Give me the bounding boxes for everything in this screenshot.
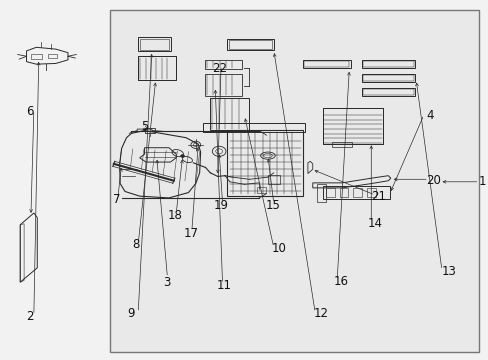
Text: 9: 9 bbox=[127, 307, 135, 320]
Text: 12: 12 bbox=[313, 307, 328, 320]
Bar bbox=[48, 54, 57, 58]
Circle shape bbox=[180, 154, 184, 157]
Bar bbox=[227, 130, 303, 196]
Text: 4: 4 bbox=[425, 109, 433, 122]
Bar bbox=[227, 39, 273, 50]
Bar bbox=[256, 187, 266, 193]
Bar bbox=[361, 88, 414, 96]
Text: 3: 3 bbox=[163, 276, 170, 289]
Bar bbox=[362, 89, 413, 95]
Text: 5: 5 bbox=[141, 120, 148, 133]
Bar bbox=[144, 128, 155, 134]
Bar bbox=[322, 186, 389, 199]
Text: 20: 20 bbox=[426, 174, 440, 187]
Bar bbox=[138, 56, 176, 80]
Bar bbox=[361, 74, 414, 82]
Text: 18: 18 bbox=[167, 209, 183, 222]
Bar bbox=[362, 75, 413, 81]
Bar bbox=[138, 37, 171, 51]
Text: 13: 13 bbox=[441, 265, 456, 278]
Bar bbox=[339, 188, 347, 197]
Bar bbox=[352, 188, 361, 197]
Bar bbox=[322, 108, 383, 144]
Bar bbox=[205, 60, 242, 69]
Text: 8: 8 bbox=[132, 238, 140, 251]
Text: 17: 17 bbox=[183, 226, 198, 239]
Text: 10: 10 bbox=[272, 242, 286, 255]
Bar bbox=[205, 74, 242, 96]
Bar bbox=[140, 39, 169, 50]
Text: 19: 19 bbox=[213, 199, 228, 212]
Bar bbox=[331, 142, 351, 147]
Bar bbox=[303, 60, 350, 68]
Text: 6: 6 bbox=[26, 105, 34, 118]
Bar bbox=[366, 188, 375, 197]
Bar bbox=[31, 54, 42, 59]
Bar bbox=[325, 188, 334, 197]
Text: 2: 2 bbox=[26, 310, 34, 324]
Bar bbox=[361, 60, 414, 68]
Text: 14: 14 bbox=[367, 217, 382, 230]
Bar bbox=[210, 98, 249, 130]
Text: 21: 21 bbox=[370, 190, 386, 203]
Bar bbox=[267, 175, 280, 184]
Text: 15: 15 bbox=[265, 199, 280, 212]
Bar bbox=[110, 10, 478, 352]
Bar bbox=[322, 108, 383, 144]
Text: 7: 7 bbox=[113, 193, 120, 206]
Text: 1: 1 bbox=[478, 175, 485, 188]
Bar bbox=[304, 61, 348, 67]
Text: 16: 16 bbox=[333, 275, 348, 288]
Bar bbox=[203, 123, 305, 132]
Bar bbox=[229, 40, 271, 49]
Bar bbox=[362, 61, 413, 67]
Text: 22: 22 bbox=[212, 62, 227, 75]
Text: 11: 11 bbox=[216, 279, 231, 292]
Bar bbox=[316, 184, 326, 202]
Bar bbox=[138, 56, 176, 80]
